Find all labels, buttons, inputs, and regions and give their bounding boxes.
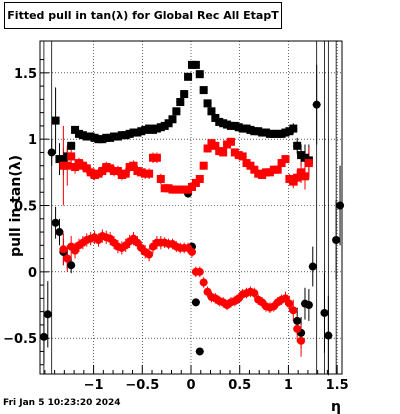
y-tick-label: 1.5 (14, 67, 37, 82)
data-point-square (184, 72, 193, 81)
data-point-square (293, 173, 302, 182)
data-point-square (168, 115, 177, 124)
data-point-square (293, 141, 302, 150)
data-point-square (199, 86, 208, 95)
data-point-circle (320, 308, 329, 317)
data-point-circle (63, 254, 72, 263)
data-point-square (191, 60, 200, 69)
data-point-circle (285, 299, 294, 308)
data-point-square (172, 107, 181, 116)
data-point-square (219, 148, 228, 157)
data-point-square (51, 116, 60, 125)
data-point-circle (312, 100, 321, 109)
data-point-circle (55, 228, 64, 237)
data-point-square (67, 152, 76, 161)
data-point-circle (187, 247, 196, 256)
data-point-circle (324, 331, 333, 340)
y-tick-label: 1 (28, 133, 37, 148)
data-point-circle (293, 324, 302, 333)
chart-title: Fitted pull in tan(λ) for Global Rec All… (7, 9, 279, 22)
x-tick-label: 1 (284, 378, 293, 393)
data-point-circle (51, 218, 60, 227)
data-point-square (195, 174, 204, 183)
data-point-square (304, 159, 313, 168)
x-tick-label: −0.5 (125, 378, 159, 393)
data-point-square (180, 90, 189, 99)
markers (39, 60, 345, 356)
data-point-circle (297, 336, 306, 345)
data-point-circle (308, 262, 317, 271)
plot-frame (39, 40, 343, 375)
data-point-circle (195, 347, 204, 356)
data-point-square (67, 141, 76, 150)
data-point-square (195, 70, 204, 79)
data-point-square (176, 98, 185, 107)
x-axis-label: η (331, 399, 341, 414)
data-point-circle (191, 298, 200, 307)
data-point-circle (195, 267, 204, 276)
data-point-square (300, 172, 309, 181)
y-tick-label: 0.5 (14, 200, 37, 215)
data-point-circle (39, 332, 48, 341)
data-point-square (289, 124, 298, 133)
data-point-circle (289, 306, 298, 315)
data-point-circle (304, 301, 313, 310)
data-point-square (156, 174, 165, 183)
axes: −1 −0.5 0 0.5 1 1.5 −0.5 0 0.5 1 1.5 (3, 59, 349, 393)
data-point-square (273, 165, 282, 174)
data-point-circle (59, 245, 68, 254)
data-point-square (211, 141, 220, 150)
data-point-square (207, 107, 216, 116)
data-point-circle (145, 250, 154, 259)
x-tick-label: 1.5 (326, 378, 349, 393)
data-point-square (145, 169, 154, 178)
data-point-circle (43, 310, 52, 319)
data-point-circle (336, 201, 345, 210)
data-point-circle (293, 316, 302, 325)
data-point-square (129, 161, 138, 170)
x-tick-label: 0 (186, 378, 195, 393)
x-tick-label: −1 (84, 378, 104, 393)
data-point-square (281, 155, 290, 164)
y-axis-label: pull in tan(λ) (8, 155, 24, 257)
data-point-circle (67, 261, 76, 270)
data-point-square (63, 161, 72, 170)
data-point-circle (47, 148, 56, 157)
data-point-square (203, 99, 212, 108)
data-point-square (226, 137, 235, 146)
data-point-square (152, 153, 161, 162)
data-point-square (238, 152, 247, 161)
x-tick-label: 0.5 (228, 378, 251, 393)
data-point-circle (250, 289, 259, 298)
data-point-circle (332, 236, 341, 245)
chart-title-box: Fitted pull in tan(λ) for Global Rec All… (4, 2, 282, 29)
data-point-square (203, 144, 212, 153)
data-point-square (121, 169, 130, 178)
data-point-circle (199, 278, 208, 287)
y-tick-label: −0.5 (3, 332, 37, 347)
data-point-square (199, 161, 208, 170)
timestamp: Fri Jan 5 10:23:20 2024 (3, 398, 121, 408)
y-tick-label: 0 (28, 266, 37, 281)
